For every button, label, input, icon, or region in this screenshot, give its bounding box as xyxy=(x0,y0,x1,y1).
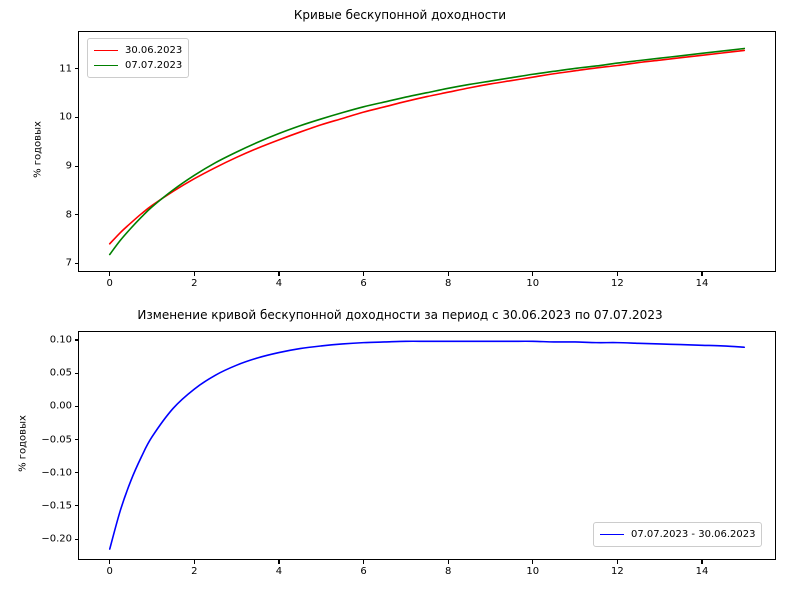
x-tick-mark xyxy=(363,560,365,564)
x-tick-label: 2 xyxy=(191,278,198,289)
x-tick-mark xyxy=(278,272,280,276)
y-tick-mark xyxy=(74,68,78,70)
x-tick-mark xyxy=(447,272,449,276)
x-tick-mark xyxy=(109,560,111,564)
x-tick-label: 12 xyxy=(610,566,624,577)
legend-color-swatch xyxy=(94,50,118,51)
top-chart-title: Кривые бескупонной доходности xyxy=(293,8,507,22)
y-tick-mark xyxy=(74,472,78,474)
y-tick-mark xyxy=(74,214,78,216)
x-tick-mark xyxy=(193,560,195,564)
legend-color-swatch xyxy=(600,534,624,535)
bottom-chart-title: Изменение кривой бескупонной доходности … xyxy=(137,308,663,322)
y-tick-mark xyxy=(74,262,78,264)
y-tick-mark xyxy=(74,372,78,374)
y-tick-label: 0.10 xyxy=(49,334,72,346)
x-tick-label: 14 xyxy=(695,566,709,577)
x-tick-label: 14 xyxy=(695,278,709,289)
x-tick-mark xyxy=(701,272,703,276)
x-tick-mark xyxy=(193,272,195,276)
y-tick-mark xyxy=(74,165,78,167)
legend-entry[interactable]: 07.07.2023 - 30.06.2023 xyxy=(600,527,755,542)
x-tick-mark xyxy=(532,560,534,564)
y-tick-label: 11 xyxy=(59,63,72,75)
legend-entry[interactable]: 30.06.2023 xyxy=(94,43,182,58)
x-tick-label: 4 xyxy=(275,566,283,577)
x-tick-label: 2 xyxy=(191,566,198,577)
y-tick-mark xyxy=(74,439,78,441)
y-tick-mark xyxy=(74,405,78,407)
x-tick-mark xyxy=(616,560,618,564)
x-tick-label: 10 xyxy=(526,566,540,577)
x-tick-label: 8 xyxy=(444,566,452,577)
top-legend[interactable]: 30.06.2023 07.07.2023 xyxy=(87,38,190,78)
x-tick-mark xyxy=(447,560,449,564)
x-tick-label: 8 xyxy=(444,278,452,289)
legend-label: 30.06.2023 xyxy=(125,45,183,56)
y-tick-mark xyxy=(74,116,78,119)
x-tick-mark xyxy=(109,272,111,276)
y-tick-label: 0.05 xyxy=(49,367,72,379)
bottom-axes-frame xyxy=(78,331,776,560)
legend-entry[interactable]: 07.07.2023 xyxy=(94,58,182,73)
x-tick-mark xyxy=(532,272,534,276)
x-tick-mark xyxy=(278,560,280,564)
subplot-yield-curves: Кривые бескупонной доходности % годовых … xyxy=(33,8,776,289)
y-tick-label: 8 xyxy=(65,209,72,221)
y-tick-label: −0.15 xyxy=(41,500,72,512)
y-tick-label: 0.00 xyxy=(49,400,72,412)
x-tick-mark xyxy=(701,560,703,564)
y-tick-mark xyxy=(74,538,78,540)
y-tick-mark xyxy=(74,505,78,507)
y-tick-label: −0.10 xyxy=(41,467,72,479)
x-tick-label: 10 xyxy=(526,278,540,289)
legend-label: 07.07.2023 xyxy=(125,60,183,71)
x-tick-label: 4 xyxy=(275,278,283,289)
x-tick-label: 0 xyxy=(106,566,113,577)
bottom-legend[interactable]: 07.07.2023 - 30.06.2023 xyxy=(593,522,763,547)
y-tick-mark xyxy=(74,339,78,341)
x-tick-label: 12 xyxy=(610,278,624,289)
x-tick-mark xyxy=(616,272,618,276)
legend-color-swatch xyxy=(94,65,118,66)
x-tick-label: 6 xyxy=(360,566,367,577)
x-tick-label: 6 xyxy=(360,278,367,289)
y-tick-label: 10 xyxy=(59,111,72,123)
y-tick-label: −0.05 xyxy=(41,434,72,446)
subplot-yield-change: Изменение кривой бескупонной доходности … xyxy=(0,300,800,600)
x-tick-label: 0 xyxy=(106,278,113,289)
y-tick-label: −0.20 xyxy=(41,533,72,545)
top-axes-frame xyxy=(78,31,776,272)
legend-label: 07.07.2023 - 30.06.2023 xyxy=(631,529,756,540)
y-tick-label: 7 xyxy=(65,257,72,269)
y-tick-label: 9 xyxy=(65,160,72,172)
x-tick-mark xyxy=(363,272,365,276)
